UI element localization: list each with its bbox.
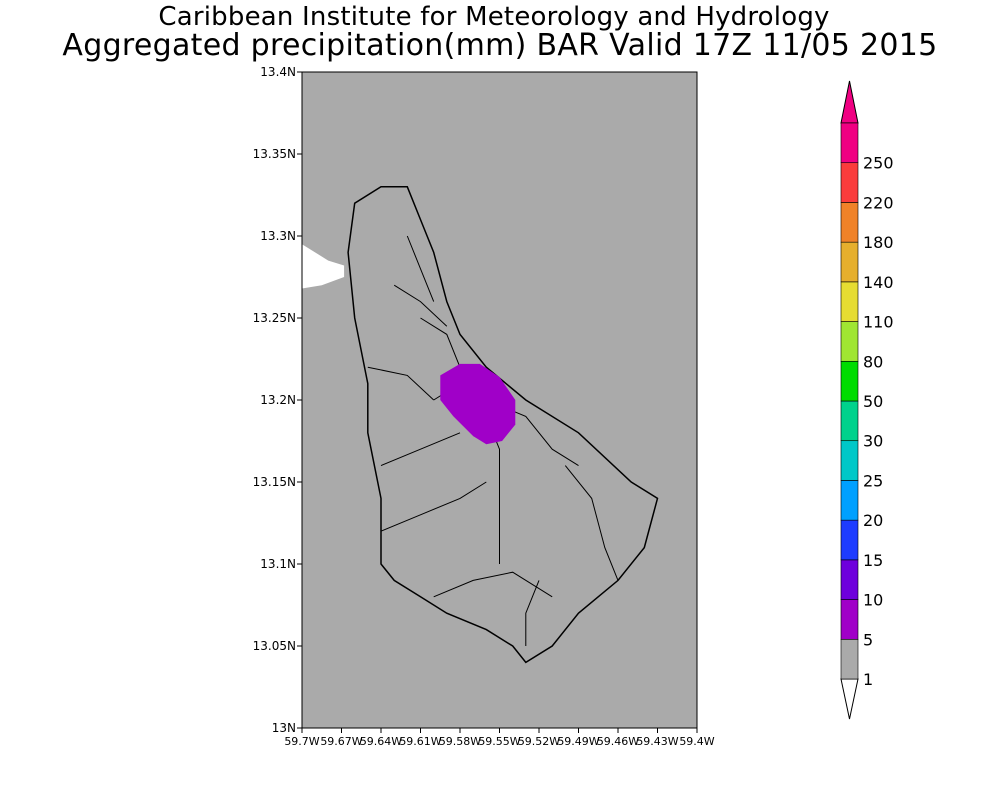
colorbar-bin	[840, 321, 859, 362]
colorbar-bin	[840, 480, 859, 521]
colorbar-label: 20	[863, 511, 883, 530]
colorbar-below-arrow	[840, 678, 859, 720]
river-line	[564, 465, 619, 581]
colorbar-bin	[840, 638, 859, 680]
lat-tick-label: 13.4N	[260, 65, 296, 79]
lat-tick-label: 13.15N	[253, 475, 296, 489]
lon-tick-label: 59.52W	[518, 735, 560, 748]
lat-tick-label: 13.35N	[253, 147, 296, 161]
colorbar-label: 250	[863, 154, 894, 173]
lon-tick-label: 59.49W	[557, 735, 599, 748]
colorbar-bin	[840, 360, 859, 402]
river-line	[380, 481, 487, 532]
colorbar-label: 5	[863, 630, 873, 649]
colorbar-bin	[840, 122, 859, 164]
river-line	[433, 571, 553, 598]
barbados-coastline	[347, 186, 659, 664]
colorbar-bin	[840, 281, 859, 322]
title-product: Aggregated precipitation(mm) BAR Valid 1…	[62, 28, 938, 63]
colorbar-bin	[840, 202, 859, 243]
colorbar-above-arrow	[840, 80, 859, 124]
lat-tick-label: 13.05N	[253, 639, 296, 653]
lon-tick-label: 59.7W	[284, 735, 319, 748]
river-line	[380, 432, 461, 467]
lon-tick-label: 59.58W	[439, 735, 481, 748]
colorbar-bin	[840, 559, 859, 600]
river-line	[406, 235, 435, 302]
longitude-axis: 59.7W 59.67W59.64W59.61W59.58W59.55W59.52…	[284, 728, 715, 748]
lon-tick-label: 59.55W	[478, 735, 520, 748]
lon-tick-label: 59.46W	[597, 735, 639, 748]
colorbar-bin	[840, 440, 859, 481]
colorbar-bin	[840, 519, 859, 561]
river-line	[367, 366, 435, 401]
lon-tick-label: 59.4W	[679, 735, 714, 748]
precipitation-area	[440, 363, 516, 445]
lat-tick-label: 13.2N	[260, 393, 296, 407]
lon-tick-label: 59.61W	[399, 735, 441, 748]
colorbar-bin	[840, 400, 859, 442]
river-line	[525, 580, 540, 646]
lat-tick-label: 13N	[272, 721, 296, 735]
lat-tick-label: 13.3N	[260, 229, 296, 243]
lat-tick-label: 13.1N	[260, 557, 296, 571]
river-line	[393, 284, 448, 327]
colorbar-bin	[840, 241, 859, 283]
river-line	[420, 317, 461, 368]
colorbar-label: 25	[863, 471, 883, 490]
colorbar-label: 50	[863, 392, 883, 411]
colorbar-label: 30	[863, 432, 883, 451]
colorbar-label: 10	[863, 591, 883, 610]
lon-tick-label: 59.67W	[320, 735, 362, 748]
colorbar-bin	[840, 599, 859, 640]
colorbar-bin	[840, 162, 859, 203]
lon-tick-label: 59.43W	[636, 735, 678, 748]
no-data-area	[302, 244, 345, 289]
latitude-axis: 13.4N 13.35N 13.3N 13.25N 13.2N 13.15N 13.1N 13…	[253, 65, 302, 735]
title-institute: Caribbean Institute for Meteorology and …	[158, 2, 830, 32]
colorbar-label: 15	[863, 551, 883, 570]
colorbar-label: 1	[863, 670, 873, 689]
lat-tick-label: 13.25N	[253, 311, 296, 325]
colorbar-label: 80	[863, 352, 883, 371]
colorbar-label: 110	[863, 313, 894, 332]
colorbar-label: 140	[863, 273, 894, 292]
lon-tick-label: 59.64W	[360, 735, 402, 748]
colorbar-label: 220	[863, 193, 894, 212]
colorbar-label: 180	[863, 233, 894, 252]
